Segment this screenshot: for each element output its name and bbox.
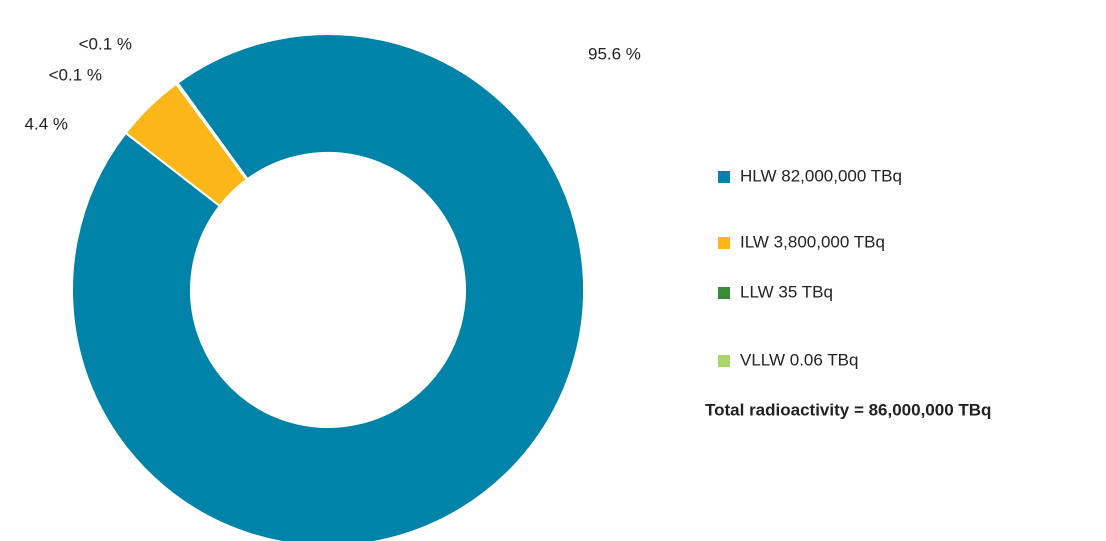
slice-label: <0.1 % [79, 34, 132, 53]
slice-label: <0.1 % [49, 65, 102, 84]
legend-swatch [718, 355, 730, 367]
slice-label: 95.6 % [588, 44, 641, 63]
donut-slice [71, 33, 585, 541]
donut-slice [175, 81, 249, 181]
legend-swatch [718, 237, 730, 249]
slice-label: 4.4 % [25, 114, 68, 133]
legend-swatch [718, 171, 730, 183]
total-annotation: Total radioactivity = 86,000,000 TBq [705, 400, 991, 419]
legend-swatch [718, 287, 730, 299]
legend-label: HLW 82,000,000 TBq [740, 166, 902, 185]
legend-label: LLW 35 TBq [740, 282, 833, 301]
legend-label: ILW 3,800,000 TBq [740, 232, 885, 251]
legend-label: VLLW 0.06 TBq [740, 350, 858, 369]
